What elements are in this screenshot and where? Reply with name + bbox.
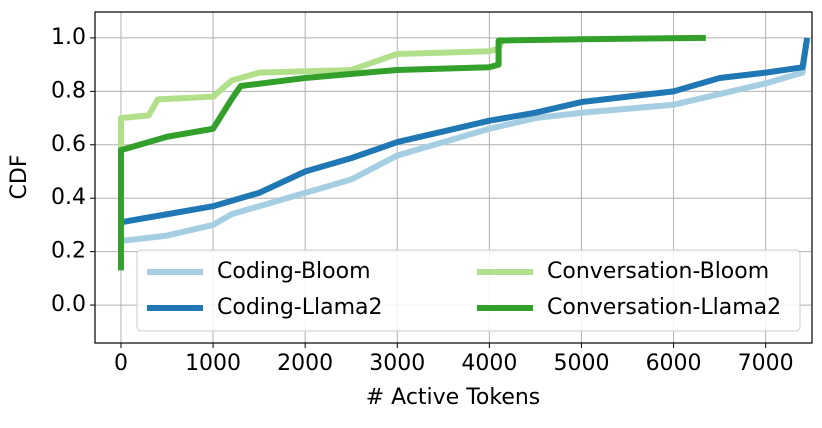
x-tick-label: 2000: [277, 351, 333, 376]
legend-label: Conversation-Bloom: [547, 259, 769, 284]
legend-label: Coding-Llama2: [217, 295, 383, 320]
y-axis-label: CDF: [7, 155, 32, 200]
x-tick-label: 1000: [185, 351, 241, 376]
x-tick-label: 0: [114, 351, 128, 376]
legend-label: Coding-Bloom: [217, 259, 371, 284]
x-tick-label: 7000: [738, 351, 794, 376]
x-tick-label: 6000: [646, 351, 702, 376]
x-tick-label: 5000: [553, 351, 609, 376]
series-line: [120, 37, 811, 226]
y-tick-label: 0.0: [51, 292, 86, 317]
x-axis-label: # Active Tokens: [366, 385, 541, 410]
plot-frame: [94, 11, 813, 344]
y-tick-label: 1.0: [51, 25, 86, 50]
x-tick-label: 4000: [461, 351, 517, 376]
series-line: [120, 37, 811, 244]
y-tick-label: 0.4: [51, 185, 86, 210]
legend-box: [136, 249, 801, 332]
y-tick-label: 0.2: [51, 239, 86, 264]
x-tick-label: 3000: [369, 351, 425, 376]
legend-label: Conversation-Llama2: [547, 295, 781, 320]
series-line: [117, 36, 506, 153]
series-line: [117, 34, 706, 271]
y-tick-label: 0.8: [51, 78, 86, 103]
y-tick-label: 0.6: [51, 132, 86, 157]
